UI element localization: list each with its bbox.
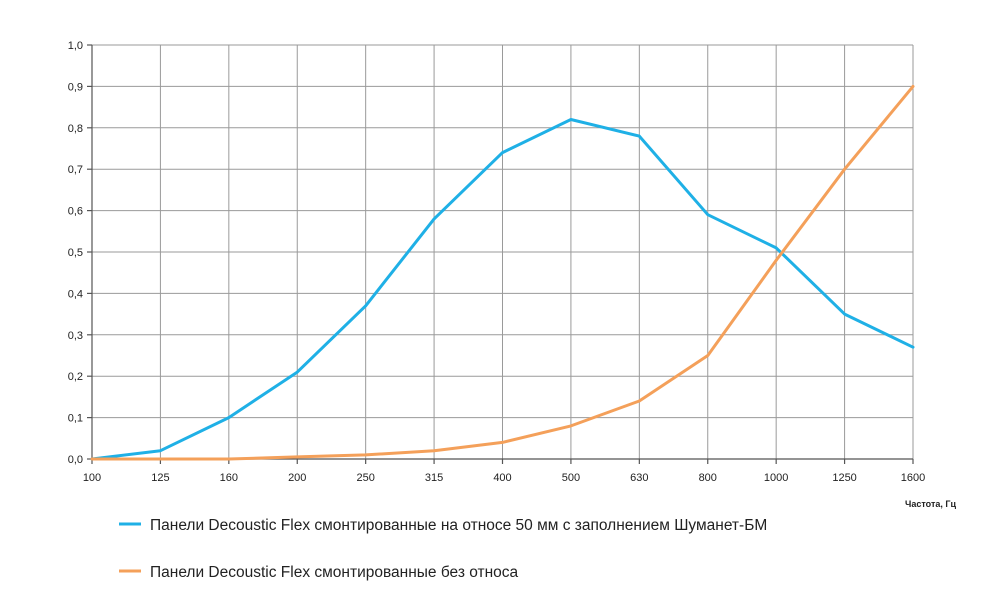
data-point-s2-1600 <box>911 85 915 88</box>
data-point-s2-800 <box>706 354 709 357</box>
data-point-s1-630 <box>638 134 641 138</box>
legend: Панели Decoustic Flex смонтированные на … <box>119 517 767 581</box>
y-tick-label: 0,5 <box>68 247 83 259</box>
data-point-s1-1000 <box>774 246 778 250</box>
y-tick-label: 0,6 <box>68 206 83 218</box>
data-point-s1-1600 <box>911 346 915 349</box>
y-tick-label: 0,8 <box>68 123 83 135</box>
x-tick-label: 160 <box>220 472 238 484</box>
y-tick-label: 0,9 <box>68 81 83 93</box>
x-tick-label: 1000 <box>764 472 788 484</box>
x-tick-label: 1600 <box>901 472 925 484</box>
y-tick-label: 0,7 <box>68 164 83 176</box>
data-point-s1-200 <box>296 370 299 374</box>
y-tick-label: 1,0 <box>68 40 83 52</box>
data-point-s2-160 <box>227 457 231 461</box>
data-point-s2-630 <box>638 399 641 403</box>
data-point-s2-1250 <box>843 168 846 171</box>
y-tick-label: 0,1 <box>68 413 83 425</box>
x-tick-label: 250 <box>356 472 374 484</box>
data-point-s2-200 <box>296 455 299 459</box>
y-tick-label: 0,0 <box>68 454 83 466</box>
x-axis-title: Частота, Гц <box>905 499 956 509</box>
x-tick-label: 400 <box>493 472 511 484</box>
x-tick-label: 630 <box>630 472 648 484</box>
data-point-s2-100 <box>90 457 94 461</box>
data-point-s2-500 <box>569 424 573 428</box>
data-point-s1-160 <box>227 416 231 419</box>
x-tick-label: 1250 <box>832 472 856 484</box>
data-point-s1-800 <box>706 213 709 216</box>
grid <box>92 44 914 459</box>
legend-label-2: Панели Decoustic Flex смонтированные без… <box>150 564 519 581</box>
data-point-s2-400 <box>501 441 504 444</box>
legend-label-1: Панели Decoustic Flex смонтированные на … <box>150 517 767 534</box>
x-tick-label: 315 <box>425 472 443 484</box>
x-tick-label: 100 <box>83 472 101 484</box>
data-point-s2-315 <box>432 449 436 452</box>
data-point-s1-250 <box>364 304 367 308</box>
y-tick-label: 0,4 <box>68 288 83 300</box>
data-point-s1-315 <box>432 217 436 221</box>
data-point-s1-125 <box>159 449 162 452</box>
y-tick-label: 0,3 <box>68 330 83 342</box>
tick-labels: 0,0 0,1 0,2 0,3 0,4 0,5 0,6 0,7 0,8 0,9 1,0 100 125 1… <box>68 40 926 484</box>
series-lines <box>90 84 915 461</box>
x-tick-label: 800 <box>699 472 717 484</box>
axes <box>87 44 914 464</box>
x-tick-label: 200 <box>288 472 306 484</box>
data-point-s1-1250 <box>843 312 846 316</box>
data-point-s2-125 <box>159 457 162 461</box>
data-point-s2-250 <box>364 453 367 457</box>
x-tick-label: 125 <box>151 472 169 484</box>
data-point-s1-500 <box>569 118 573 121</box>
y-tick-label: 0,2 <box>68 371 83 383</box>
x-tick-label: 500 <box>562 472 580 484</box>
data-point-s1-400 <box>501 151 504 154</box>
data-point-s2-1000 <box>774 259 778 262</box>
